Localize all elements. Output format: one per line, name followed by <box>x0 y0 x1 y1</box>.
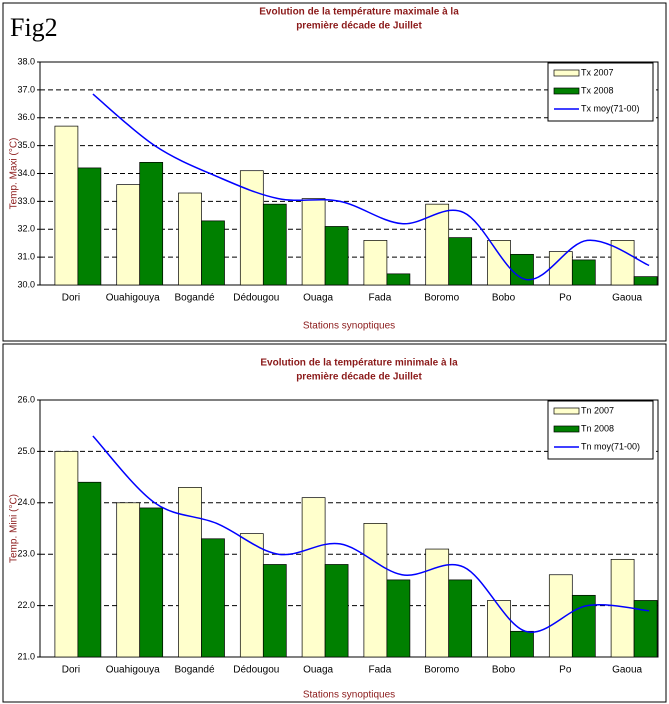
chart-title: première décade de Juillet <box>296 372 422 383</box>
chart-title: Evolution de la température maximale à l… <box>259 7 459 18</box>
bar <box>487 600 511 658</box>
legend-label: Tx moy(71-00) <box>581 103 640 113</box>
bar <box>571 594 596 658</box>
y-tick-label: 25.0 <box>17 446 35 456</box>
y-axis-title: Temp. Mini (°C) <box>9 494 20 563</box>
x-tick-label: Ouahigouya <box>106 665 160 676</box>
line <box>92 435 650 633</box>
legend-swatch <box>553 407 580 415</box>
y-tick-label: 36.0 <box>17 112 35 122</box>
bar <box>116 502 141 658</box>
bar <box>178 487 202 658</box>
x-tick-label: Dédougou <box>233 293 279 304</box>
x-tick-label: Bobo <box>492 665 516 676</box>
bar <box>201 538 225 658</box>
legend-label: Tx 2008 <box>581 85 614 95</box>
bar <box>54 125 79 286</box>
bar <box>116 184 141 286</box>
bar <box>301 198 326 286</box>
y-tick-label: 32.0 <box>17 224 35 234</box>
y-tick-label: 31.0 <box>17 252 35 262</box>
bar <box>571 259 596 286</box>
y-tick-label: 34.0 <box>17 168 35 178</box>
legend-swatch <box>553 425 580 433</box>
x-tick-label: Po <box>559 665 572 676</box>
y-axis-title: Temp. Maxi (°C) <box>9 138 20 210</box>
y-tick-label: 24.0 <box>17 497 35 507</box>
x-tick-label: Fada <box>369 665 392 676</box>
x-tick-label: Bobo <box>492 293 516 304</box>
bar <box>139 507 164 658</box>
bar <box>386 273 411 286</box>
bar <box>262 203 287 286</box>
y-tick-label: 21.0 <box>17 651 35 661</box>
x-tick-label: Boromo <box>424 665 459 676</box>
bar <box>239 533 264 658</box>
bar <box>301 497 326 658</box>
bar <box>139 162 164 286</box>
x-tick-label: Bogandé <box>174 665 214 676</box>
bar <box>363 523 388 658</box>
bar <box>448 579 473 658</box>
bar <box>548 251 573 286</box>
line <box>92 93 650 281</box>
x-tick-label: Boromo <box>424 293 459 304</box>
x-axis-title: Stations synoptiques <box>303 690 395 701</box>
legend-label: Tn 2008 <box>581 423 614 433</box>
bar <box>548 574 573 658</box>
x-tick-label: Dori <box>62 293 80 304</box>
bar <box>77 167 102 286</box>
y-tick-label: 23.0 <box>17 549 35 559</box>
bar <box>178 192 202 286</box>
y-tick-label: 22.0 <box>17 600 35 610</box>
legend-swatch <box>553 87 580 95</box>
bar <box>610 240 635 286</box>
legend-label: Tn 2007 <box>581 405 614 415</box>
x-tick-label: Ouaga <box>303 293 333 304</box>
legend-label: Tx 2007 <box>581 67 614 77</box>
bar <box>363 240 388 286</box>
legend-swatch <box>553 69 580 77</box>
y-tick-label: 33.0 <box>17 196 35 206</box>
bar <box>487 240 511 286</box>
bar <box>201 220 225 286</box>
y-tick-label: 30.0 <box>17 279 35 289</box>
y-tick-label: 26.0 <box>17 394 35 404</box>
bar <box>448 237 473 286</box>
y-tick-label: 37.0 <box>17 84 35 94</box>
y-tick-label: 35.0 <box>17 140 35 150</box>
bar <box>510 630 534 658</box>
bar <box>386 579 411 658</box>
figure-label: Fig2 <box>10 13 58 42</box>
chart-title: première décade de Juillet <box>296 21 422 32</box>
bar <box>324 564 349 658</box>
x-tick-label: Bogandé <box>174 293 214 304</box>
bar <box>633 276 658 286</box>
bar <box>262 564 287 658</box>
bar <box>54 451 79 658</box>
bar <box>77 481 102 658</box>
bar <box>324 226 349 286</box>
x-tick-label: Gaoua <box>612 665 642 676</box>
x-tick-label: Po <box>559 293 572 304</box>
x-tick-label: Fada <box>369 293 392 304</box>
x-tick-label: Dédougou <box>233 665 279 676</box>
x-tick-label: Ouaga <box>303 665 333 676</box>
x-tick-label: Gaoua <box>612 293 642 304</box>
x-tick-label: Dori <box>62 665 80 676</box>
bar <box>633 600 658 658</box>
legend-label: Tn moy(71-00) <box>581 441 640 451</box>
y-tick-label: 38.0 <box>17 56 35 66</box>
chart-title: Evolution de la température minimale à l… <box>260 358 458 369</box>
x-axis-title: Stations synoptiques <box>303 321 395 332</box>
x-tick-label: Ouahigouya <box>106 293 160 304</box>
